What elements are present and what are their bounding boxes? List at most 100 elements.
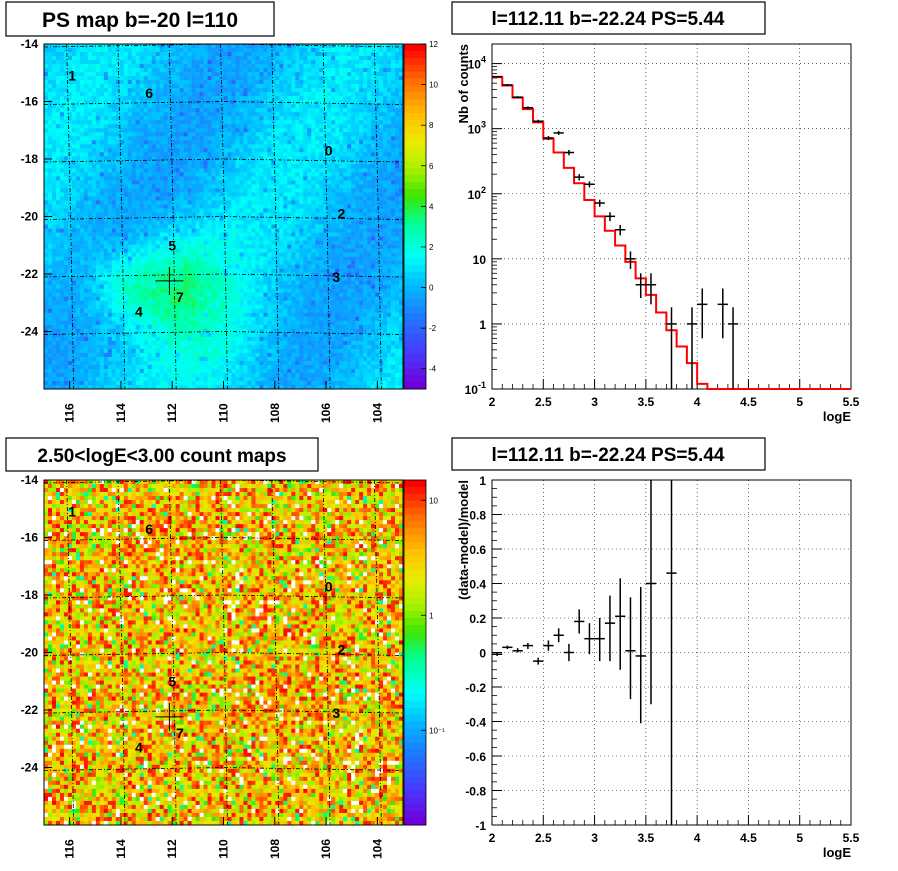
ps-heatmap-cell (347, 152, 352, 157)
ps-heatmap-cell (231, 260, 236, 265)
ps-heatmap-cell (127, 156, 133, 161)
ps-heatmap-cell (115, 204, 121, 209)
ps-heatmap-cell (359, 76, 364, 81)
ps-heatmap-cell (363, 200, 368, 205)
ps-heatmap-cell (139, 112, 145, 117)
ps-heatmap-cell (255, 112, 260, 117)
ps-heatmap-cell (371, 136, 376, 141)
ps-heatmap-cell (47, 204, 53, 209)
ps-heatmap-cell (171, 124, 176, 129)
ps-heatmap-cell (271, 104, 276, 109)
ps-heatmap-cell (279, 132, 284, 137)
ps-heatmap-cell (343, 116, 348, 121)
ps-heatmap-cell (327, 52, 332, 57)
ps-heatmap-cell (319, 152, 324, 157)
ps-heatmap-cell (71, 240, 77, 245)
ps-heatmap-cell (351, 120, 356, 125)
ps-heatmap-cell (375, 112, 380, 117)
ps-heatmap-cell (375, 100, 380, 105)
ps-heatmap-cell (55, 48, 61, 53)
ps-heatmap-cell (115, 84, 121, 89)
ps-heatmap-cell (207, 196, 212, 201)
ps-heatmap-cell (127, 140, 133, 145)
ps-heatmap-cell (235, 100, 240, 105)
ps-heatmap-cell (323, 208, 328, 213)
ps-heatmap-cell (163, 252, 168, 257)
ps-heatmap-cell (155, 168, 160, 173)
ps-heatmap-cell (311, 100, 316, 105)
ps-heatmap-cell (399, 72, 403, 77)
ps-heatmap-cell (55, 140, 61, 145)
ps-heatmap-cell (295, 84, 300, 89)
ps-heatmap-cell (187, 256, 192, 261)
ps-heatmap-cell (199, 256, 204, 261)
ps-heatmap-cell (367, 112, 372, 117)
ps-heatmap-cell (207, 176, 212, 181)
ps-heatmap-cell (75, 204, 81, 209)
ps-heatmap-cell (159, 212, 164, 217)
ps-heatmap-cell (51, 256, 57, 261)
ps-heatmap-cell (123, 120, 129, 125)
ps-heatmap-cell (219, 92, 224, 97)
ps-heatmap-cell (215, 216, 220, 221)
ps-heatmap-cell (151, 184, 156, 189)
ps-heatmap-cell (187, 92, 192, 97)
ps-heatmap-cell (215, 64, 220, 69)
ps-heatmap-cell (211, 84, 216, 89)
ps-heatmap-cell (107, 236, 113, 241)
ps-heatmap-cell (199, 184, 204, 189)
ps-heatmap-cell (255, 252, 260, 257)
ps-heatmap-cell (243, 184, 248, 189)
ps-heatmap-cell (79, 124, 85, 129)
ps-heatmap-cell (247, 204, 252, 209)
ps-heatmap-cell (243, 108, 248, 113)
ps-heatmap-cell (395, 176, 400, 181)
ps-heatmap-cell (171, 196, 176, 201)
ps-heatmap-cell (99, 168, 105, 173)
ps-heatmap-cell (303, 112, 308, 117)
ps-heatmap-cell (391, 256, 396, 261)
ps-heatmap-cell (259, 260, 264, 265)
ps-heatmap-cell (171, 80, 176, 85)
ps-heatmap-cell (275, 256, 280, 261)
ps-heatmap-cell (323, 204, 328, 209)
ps-heatmap-cell (115, 248, 121, 253)
ps-heatmap-cell (203, 132, 208, 137)
ps-heatmap-cell (91, 64, 97, 69)
ps-heatmap-cell (367, 140, 372, 145)
ps-heatmap-cell (55, 164, 61, 169)
ps-heatmap-cell (363, 236, 368, 241)
ps-heatmap-cell (371, 188, 376, 193)
ps-heatmap-cell (95, 136, 101, 141)
ps-heatmap-cell (351, 244, 356, 249)
ps-heatmap-cell (167, 116, 172, 121)
ps-heatmap-cell (347, 172, 352, 177)
ps-heatmap-cell (163, 116, 168, 121)
ps-heatmap-cell (363, 172, 368, 177)
ps-heatmap-cell (103, 112, 109, 117)
ps-heatmap-cell (379, 152, 384, 157)
ps-heatmap-cell (163, 56, 168, 61)
ps-heatmap-cell (223, 44, 228, 49)
ps-heatmap-cell (183, 260, 188, 265)
ps-heatmap-cell (203, 220, 208, 225)
ps-heatmap-cell (139, 208, 145, 213)
ps-heatmap-cell (271, 112, 276, 117)
ps-heatmap-cell (351, 76, 356, 81)
ps-heatmap-cell (387, 144, 392, 149)
ps-heatmap-cell (55, 192, 61, 197)
ps-heatmap-cell (259, 204, 264, 209)
ps-heatmap-cell (147, 132, 152, 137)
ps-heatmap-cell (371, 224, 376, 229)
ps-heatmap-cell (139, 264, 145, 269)
ps-heatmap-cell (323, 80, 328, 85)
ps-heatmap-cell (203, 80, 208, 85)
ps-heatmap-cell (259, 64, 264, 69)
ps-heatmap-cell (87, 48, 93, 53)
ps-heatmap-cell (75, 60, 81, 65)
ps-heatmap-cell (83, 52, 89, 57)
ps-heatmap-cell (63, 192, 69, 197)
ps-heatmap-cell (351, 132, 356, 137)
ps-heatmap-cell (287, 200, 292, 205)
ps-heatmap-cell (347, 64, 352, 69)
